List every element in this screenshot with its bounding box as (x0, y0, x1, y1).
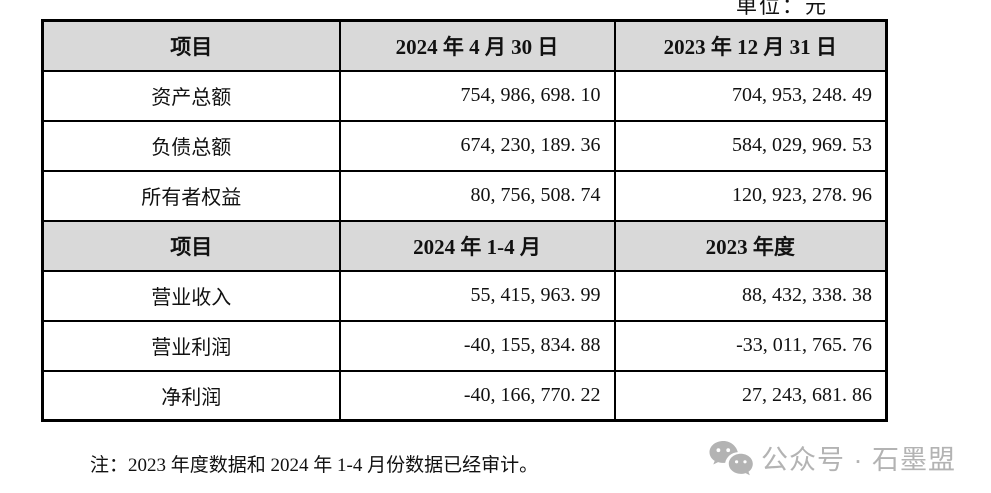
table-row-owners-equity: 所有者权益 80, 756, 508. 74 120, 923, 278. 96 (41, 169, 888, 222)
value-cell: -40, 166, 770. 22 (338, 369, 616, 422)
header-cell-date2: 2023 年 12 月 31 日 (613, 19, 888, 72)
row-label: 资产总额 (41, 69, 341, 122)
row-label: 所有者权益 (41, 169, 341, 222)
header-cell-period2: 2023 年度 (613, 219, 888, 272)
table-header-row-balance: 项目 2024 年 4 月 30 日 2023 年 12 月 31 日 (41, 19, 888, 72)
value-cell: 584, 029, 969. 53 (613, 119, 888, 172)
value-cell: 88, 432, 338. 38 (613, 269, 888, 322)
table-row-net-profit: 净利润 -40, 166, 770. 22 27, 243, 681. 86 (41, 369, 888, 422)
value-cell: 80, 756, 508. 74 (338, 169, 616, 222)
value-cell: 754, 986, 698. 10 (338, 69, 616, 122)
header-cell-item: 项目 (41, 19, 341, 72)
value-cell: 55, 415, 963. 99 (338, 269, 616, 322)
value-cell: 120, 923, 278. 96 (613, 169, 888, 222)
header-cell-period1: 2024 年 1-4 月 (338, 219, 616, 272)
row-label: 营业收入 (41, 269, 341, 322)
watermark-text: 公众号 · 石墨盟 (761, 445, 956, 475)
financial-summary-table: 项目 2024 年 4 月 30 日 2023 年 12 月 31 日 资产总额… (41, 19, 888, 422)
table-header-row-income: 项目 2024 年 1-4 月 2023 年度 (41, 219, 888, 272)
row-label: 净利润 (41, 369, 341, 422)
header-cell-item: 项目 (41, 219, 341, 272)
header-cell-date1: 2024 年 4 月 30 日 (338, 19, 616, 72)
row-label: 营业利润 (41, 319, 341, 372)
unit-label: 单位：元 (736, 0, 828, 18)
value-cell: 704, 953, 248. 49 (613, 69, 888, 122)
table-row-operating-profit: 营业利润 -40, 155, 834. 88 -33, 011, 765. 76 (41, 319, 888, 372)
table-row-total-assets: 资产总额 754, 986, 698. 10 704, 953, 248. 49 (41, 69, 888, 122)
value-cell: 674, 230, 189. 36 (338, 119, 616, 172)
row-label: 负债总额 (41, 119, 341, 172)
watermark: 公众号 · 石墨盟 (708, 438, 956, 477)
table-row-operating-revenue: 营业收入 55, 415, 963. 99 88, 432, 338. 38 (41, 269, 888, 322)
audit-note: 注：2023 年度数据和 2024 年 1-4 月份数据已经审计。 (90, 455, 539, 476)
table-row-total-liabilities: 负债总额 674, 230, 189. 36 584, 029, 969. 53 (41, 119, 888, 172)
value-cell: -33, 011, 765. 76 (613, 319, 888, 372)
value-cell: 27, 243, 681. 86 (613, 369, 888, 422)
value-cell: -40, 155, 834. 88 (338, 319, 616, 372)
wechat-icon (708, 440, 754, 476)
